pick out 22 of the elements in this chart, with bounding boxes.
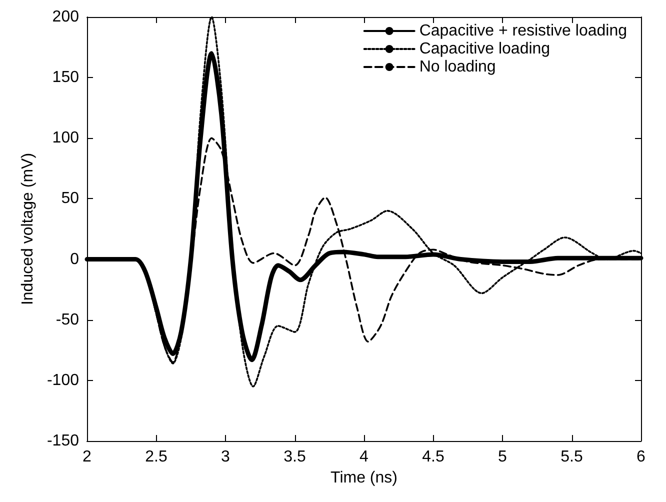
- legend-label: No loading: [419, 58, 496, 76]
- x-tick-label: 3.5: [284, 448, 306, 466]
- y-tick-label: 100: [52, 130, 80, 147]
- x-tick-label: 3: [221, 448, 230, 466]
- y-tick-label: 150: [52, 69, 80, 86]
- x-tick-label: 4.5: [422, 448, 444, 466]
- x-tick-label: 2: [82, 448, 92, 466]
- y-tick-label: 0: [70, 250, 80, 268]
- legend-label: Capacitive + resistive loading: [419, 22, 628, 40]
- x-tick-label: 5: [498, 448, 508, 466]
- y-tick-label: -50: [56, 311, 80, 328]
- x-tick-label: 6: [636, 448, 646, 466]
- y-tick-label: 50: [61, 190, 80, 208]
- x-tick-label: 2.5: [145, 448, 168, 466]
- legend-label: Capacitive loading: [419, 40, 550, 58]
- y-tick-label: 200: [52, 8, 80, 26]
- x-tick-label: 4: [360, 448, 369, 466]
- x-axis-title: Time (ns): [330, 469, 398, 486]
- y-axis-title: Induced voltage (mV): [20, 152, 37, 306]
- y-tick-label: -100: [46, 372, 80, 389]
- x-tick-label: 5.5: [560, 448, 583, 466]
- y-tick-label: -150: [46, 432, 80, 450]
